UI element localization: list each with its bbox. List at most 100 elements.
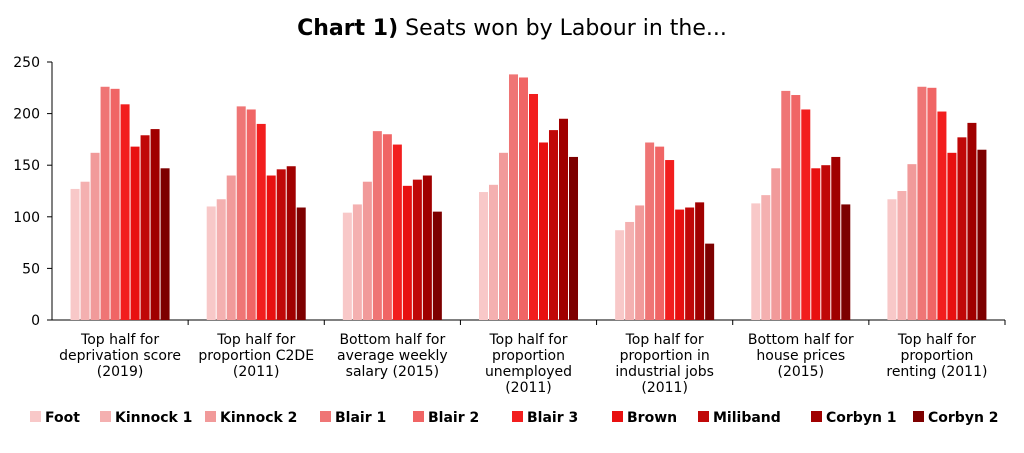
bar <box>569 156 578 320</box>
category-label: Top half for <box>488 332 567 348</box>
bar <box>635 205 645 320</box>
bar <box>957 137 967 320</box>
bar <box>695 202 705 320</box>
bar <box>382 134 392 320</box>
bar <box>887 199 897 320</box>
category-label: proportion C2DE <box>198 348 314 364</box>
legend-label: Kinnock 1 <box>115 410 192 426</box>
bar-series-group <box>70 74 987 320</box>
y-axis-ticks: 0 50 100 150 200 250 <box>13 55 52 329</box>
legend-label: Brown <box>627 410 677 426</box>
chart-title: Chart 1) Seats won by Labour in the... <box>297 16 727 41</box>
bar <box>655 146 665 320</box>
legend-swatch <box>413 411 424 422</box>
bar <box>422 175 432 320</box>
y-tick-label: 150 <box>13 158 40 174</box>
bar <box>821 165 831 320</box>
bar <box>917 86 927 320</box>
x-axis-ticks <box>187 320 1006 325</box>
bar <box>529 93 538 320</box>
legend-label: Foot <box>45 410 80 426</box>
bar <box>539 142 548 320</box>
bar <box>362 181 372 320</box>
bar <box>286 166 296 320</box>
bar <box>811 168 821 320</box>
bar <box>665 160 675 320</box>
bar <box>110 88 120 320</box>
bar <box>509 74 518 320</box>
bar <box>781 90 791 320</box>
bar <box>645 142 655 320</box>
bar <box>80 181 90 320</box>
category-label: house prices <box>756 348 845 364</box>
bar <box>140 135 150 320</box>
bar <box>246 109 256 320</box>
bar <box>499 152 508 320</box>
bar <box>675 209 685 320</box>
bar <box>625 221 635 320</box>
bar <box>130 146 140 320</box>
bar <box>276 169 286 320</box>
bar <box>392 144 402 320</box>
bar <box>266 175 276 320</box>
category-label: (2019) <box>97 364 144 380</box>
bar <box>559 118 568 320</box>
bar <box>751 203 761 320</box>
category-label: unemployed <box>485 364 572 380</box>
bar <box>549 130 558 320</box>
bar <box>615 230 625 320</box>
chart-title-rest: Seats won by Labour in the... <box>398 16 727 41</box>
bar <box>402 185 412 320</box>
bar <box>150 129 160 320</box>
legend-swatch <box>512 411 523 422</box>
category-label: Top half for <box>897 332 976 348</box>
legend-swatch <box>100 411 111 422</box>
bar <box>432 211 442 320</box>
category-label: renting (2011) <box>886 364 987 380</box>
category-label: average weekly <box>337 348 448 364</box>
bar <box>937 111 947 320</box>
bar <box>927 87 937 320</box>
legend-label: Kinnock 2 <box>220 410 297 426</box>
bar <box>947 152 957 320</box>
bar <box>519 77 528 320</box>
bar <box>897 191 907 320</box>
legend-swatch <box>913 411 924 422</box>
bar <box>120 104 130 320</box>
bar <box>685 207 695 320</box>
legend-label: Blair 1 <box>335 410 386 426</box>
category-label: proportion in <box>620 348 710 364</box>
legend-label: Corbyn 1 <box>826 410 897 426</box>
category-label: Top half for <box>216 332 295 348</box>
bar <box>352 204 362 320</box>
category-label: salary (2015) <box>346 364 439 380</box>
category-label: proportion <box>492 348 565 364</box>
legend-label: Blair 3 <box>527 410 578 426</box>
bar <box>412 179 422 320</box>
bar <box>100 86 110 320</box>
y-tick-label: 50 <box>22 261 40 277</box>
bar <box>206 206 216 320</box>
bar <box>907 164 917 320</box>
legend-swatch <box>612 411 623 422</box>
bar <box>977 149 987 320</box>
bar <box>160 168 170 320</box>
legend-label: Blair 2 <box>428 410 479 426</box>
y-tick-label: 250 <box>13 55 40 71</box>
legend-swatch <box>811 411 822 422</box>
legend-label: Corbyn 2 <box>928 410 999 426</box>
bar <box>372 131 382 320</box>
bar <box>791 95 801 320</box>
bar <box>705 243 715 320</box>
bar <box>489 184 498 320</box>
bar <box>342 212 352 320</box>
category-label: Bottom half for <box>339 332 445 348</box>
bar <box>841 204 851 320</box>
legend-swatch <box>30 411 41 422</box>
category-label: industrial jobs <box>615 364 714 380</box>
bar <box>296 207 306 320</box>
bar <box>831 156 841 320</box>
legend-label: Miliband <box>713 410 781 426</box>
